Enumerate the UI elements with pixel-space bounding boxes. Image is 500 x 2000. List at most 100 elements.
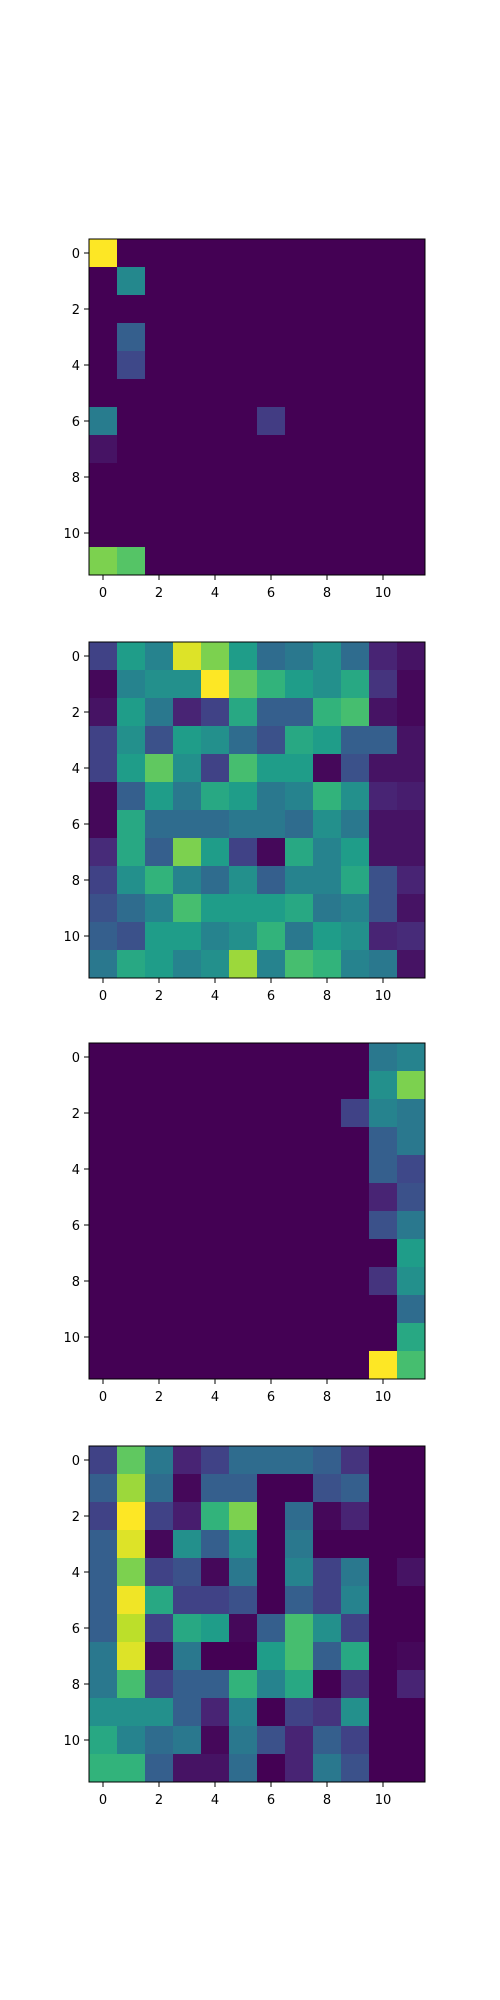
heatmap-cell (117, 1155, 146, 1184)
heatmap-cell (229, 1043, 258, 1072)
x-tick-label: 2 (155, 586, 163, 601)
heatmap-cell (341, 1295, 370, 1324)
heatmap-cell (89, 1351, 118, 1380)
y-tick-label: 10 (63, 930, 80, 945)
heatmap-cell (201, 1351, 230, 1380)
heatmap-cell (397, 782, 426, 811)
heatmap-cell (117, 1446, 146, 1475)
heatmap-cell (173, 670, 202, 699)
heatmap-cell (117, 1211, 146, 1240)
y-tick-label: 0 (72, 650, 80, 665)
heatmap-cell (257, 1211, 286, 1240)
x-tick-label: 8 (323, 1793, 331, 1808)
heatmap-cell (257, 1698, 286, 1727)
heatmap-cell (341, 1670, 370, 1699)
heatmap-cell (369, 407, 398, 436)
heatmap-cell (257, 782, 286, 811)
y-tick-label: 6 (72, 818, 80, 833)
x-tick-label: 10 (375, 586, 392, 601)
heatmap-cell (257, 1043, 286, 1072)
heatmap-cell (313, 1071, 342, 1100)
heatmap-cell (313, 782, 342, 811)
heatmap-cell (397, 726, 426, 755)
heatmap-cell (397, 1754, 426, 1783)
heatmap-cell (89, 950, 118, 979)
heatmap-cell (117, 670, 146, 699)
heatmap-cell (341, 1183, 370, 1212)
heatmap-cell (89, 407, 118, 436)
heatmap-cell (369, 726, 398, 755)
heatmap-cell (257, 463, 286, 492)
heatmap-cell (89, 1071, 118, 1100)
heatmap-cell (145, 1127, 174, 1156)
heatmap-cell (89, 295, 118, 324)
heatmap-cell (117, 1043, 146, 1072)
heatmap-cell (257, 922, 286, 951)
heatmap-cell (257, 1586, 286, 1615)
x-tick-label: 10 (375, 1793, 392, 1808)
heatmap-cell (285, 1670, 314, 1699)
heatmap-cell (313, 267, 342, 296)
heatmap-cell (257, 239, 286, 268)
heatmap-cell (89, 754, 118, 783)
heatmap-cell (229, 782, 258, 811)
heatmap-cell (145, 1558, 174, 1587)
heatmap-cell (285, 950, 314, 979)
heatmap-cell (369, 1502, 398, 1531)
heatmap-cell (173, 1474, 202, 1503)
heatmap-cell (313, 1239, 342, 1268)
heatmap-cell (229, 1726, 258, 1755)
heatmap-cell (229, 1099, 258, 1128)
heatmap-cell (341, 1558, 370, 1587)
heatmap-cell (369, 950, 398, 979)
heatmap-cell (173, 1323, 202, 1352)
heatmap-cell (229, 1586, 258, 1615)
heatmap-cell (397, 519, 426, 548)
heatmap-cell (285, 351, 314, 380)
heatmap-cell (397, 1043, 426, 1072)
heatmap-cell (369, 1614, 398, 1643)
heatmap-cell (173, 642, 202, 671)
heatmap-cell (117, 1726, 146, 1755)
heatmap-cell (313, 838, 342, 867)
heatmap-panel-3: 0 2 4 6 8 10 0 2 4 6 8 10 (63, 1042, 426, 1405)
y-tick-label: 2 (72, 303, 80, 318)
heatmap-cell (173, 1698, 202, 1727)
heatmap-cell (369, 1351, 398, 1380)
heatmap-cell (89, 519, 118, 548)
heatmap-cell (257, 1474, 286, 1503)
x-tick-label: 6 (267, 1390, 275, 1405)
heatmap-cell (229, 463, 258, 492)
heatmap-cell (313, 547, 342, 576)
heatmap-cell (397, 1558, 426, 1587)
heatmap-cell (229, 1183, 258, 1212)
heatmap-cell (173, 1446, 202, 1475)
heatmap-cell (397, 810, 426, 839)
heatmap-cell (229, 351, 258, 380)
heatmap-cell (173, 1183, 202, 1212)
heatmap-cell (117, 1267, 146, 1296)
heatmap-cell (397, 407, 426, 436)
heatmap-cell (257, 547, 286, 576)
heatmap-cell (341, 323, 370, 352)
heatmap-cell (369, 239, 398, 268)
heatmap-cell (285, 1446, 314, 1475)
heatmap-cell (285, 1558, 314, 1587)
y-tick-label: 4 (72, 762, 80, 777)
heatmap-cell (313, 922, 342, 951)
heatmap-cell (229, 894, 258, 923)
heatmap-cell (341, 754, 370, 783)
axes-frame (88, 641, 426, 979)
heatmap-cell (369, 838, 398, 867)
x-tick-label: 6 (267, 989, 275, 1004)
heatmap-cell (117, 323, 146, 352)
heatmap-cell (257, 950, 286, 979)
heatmap-cell (201, 1614, 230, 1643)
heatmap-cell (201, 866, 230, 895)
heatmap-cell (229, 1558, 258, 1587)
heatmap-cell (229, 1698, 258, 1727)
heatmap-cell (257, 1267, 286, 1296)
heatmap-cell (145, 838, 174, 867)
heatmap-cell (201, 1127, 230, 1156)
heatmap-cell (341, 1239, 370, 1268)
